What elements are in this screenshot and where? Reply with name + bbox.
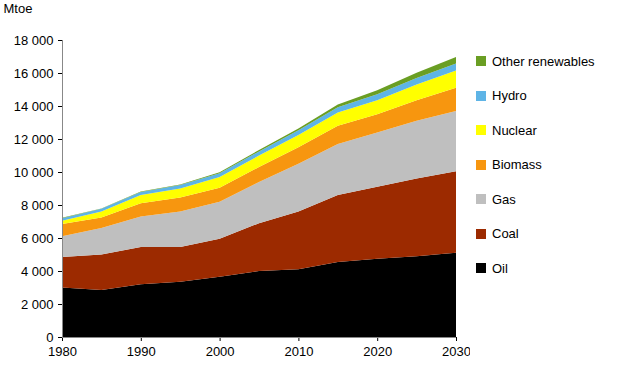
svg-text:12 000: 12 000 [14, 132, 54, 147]
svg-text:0: 0 [46, 330, 53, 345]
svg-text:1990: 1990 [127, 344, 156, 359]
svg-text:1980: 1980 [48, 344, 77, 359]
svg-text:4 000: 4 000 [21, 264, 54, 279]
svg-text:6 000: 6 000 [21, 231, 54, 246]
svg-text:10 000: 10 000 [14, 165, 54, 180]
html-text:Biomass: Biomass [492, 157, 542, 173]
html-text:Gas: Gas [492, 191, 516, 207]
svg-text:16 000: 16 000 [14, 66, 54, 81]
svg-text:14 000: 14 000 [14, 99, 54, 114]
html-text:Oil: Oil [492, 260, 508, 276]
svg-text:2000: 2000 [206, 344, 235, 359]
svg-text:Mtoe: Mtoe [4, 1, 33, 16]
html-text:Other renewables: Other renewables [492, 53, 595, 69]
svg-text:2010: 2010 [284, 344, 313, 359]
svg-text:18 000: 18 000 [14, 33, 54, 48]
html-text:Hydro: Hydro [492, 88, 527, 104]
svg-text:2030: 2030 [442, 344, 470, 359]
svg-text:8 000: 8 000 [21, 198, 54, 213]
svg-text:2020: 2020 [363, 344, 392, 359]
html-text:Coal: Coal [492, 226, 519, 242]
html-text:Nuclear: Nuclear [492, 122, 537, 138]
svg-text:2 000: 2 000 [21, 297, 54, 312]
